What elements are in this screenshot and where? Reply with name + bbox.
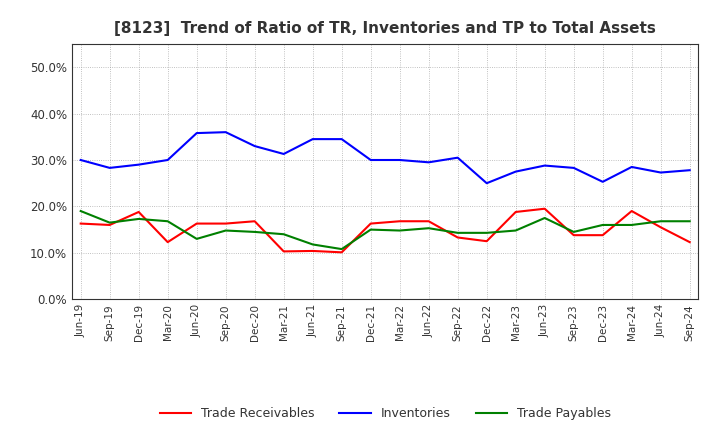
Trade Payables <box>135 216 143 222</box>
Trade Payables <box>454 230 462 235</box>
Inventories <box>105 165 114 171</box>
Inventories <box>657 170 665 175</box>
Trade Receivables <box>627 209 636 214</box>
Inventories <box>251 143 259 149</box>
Trade Receivables <box>685 239 694 245</box>
Trade Payables <box>163 219 172 224</box>
Trade Receivables <box>308 248 317 253</box>
Trade Payables <box>511 228 520 233</box>
Trade Payables <box>221 228 230 233</box>
Inventories <box>685 168 694 173</box>
Trade Payables <box>541 215 549 220</box>
Trade Receivables <box>76 221 85 226</box>
Trade Payables <box>366 227 375 232</box>
Trade Receivables <box>221 221 230 226</box>
Inventories <box>76 158 85 163</box>
Legend: Trade Receivables, Inventories, Trade Payables: Trade Receivables, Inventories, Trade Pa… <box>155 403 616 425</box>
Trade Receivables <box>251 219 259 224</box>
Inventories <box>454 155 462 160</box>
Trade Receivables <box>366 221 375 226</box>
Trade Receivables <box>454 235 462 240</box>
Trade Payables <box>685 219 694 224</box>
Inventories <box>541 163 549 168</box>
Trade Payables <box>627 222 636 227</box>
Inventories <box>482 180 491 186</box>
Inventories <box>308 136 317 142</box>
Inventories <box>366 158 375 163</box>
Inventories <box>221 129 230 135</box>
Trade Receivables <box>657 225 665 230</box>
Trade Payables <box>424 226 433 231</box>
Trade Receivables <box>570 232 578 238</box>
Trade Receivables <box>424 219 433 224</box>
Trade Receivables <box>192 221 201 226</box>
Trade Payables <box>308 242 317 247</box>
Line: Trade Payables: Trade Payables <box>81 211 690 249</box>
Inventories <box>163 158 172 163</box>
Inventories <box>570 165 578 171</box>
Trade Receivables <box>598 232 607 238</box>
Trade Payables <box>105 220 114 225</box>
Trade Payables <box>251 229 259 235</box>
Trade Receivables <box>338 249 346 255</box>
Trade Payables <box>279 231 288 237</box>
Inventories <box>279 151 288 157</box>
Trade Receivables <box>105 222 114 227</box>
Trade Receivables <box>482 238 491 244</box>
Trade Payables <box>598 222 607 227</box>
Inventories <box>135 162 143 167</box>
Trade Receivables <box>163 239 172 245</box>
Inventories <box>627 164 636 169</box>
Line: Trade Receivables: Trade Receivables <box>81 209 690 252</box>
Trade Receivables <box>395 219 404 224</box>
Inventories <box>338 136 346 142</box>
Trade Payables <box>192 236 201 242</box>
Trade Payables <box>76 209 85 214</box>
Trade Receivables <box>541 206 549 211</box>
Trade Payables <box>338 246 346 252</box>
Inventories <box>192 130 201 136</box>
Title: [8123]  Trend of Ratio of TR, Inventories and TP to Total Assets: [8123] Trend of Ratio of TR, Inventories… <box>114 21 656 36</box>
Trade Receivables <box>511 209 520 215</box>
Trade Receivables <box>135 209 143 215</box>
Inventories <box>511 169 520 174</box>
Line: Inventories: Inventories <box>81 132 690 183</box>
Trade Payables <box>395 228 404 233</box>
Inventories <box>395 158 404 163</box>
Inventories <box>424 160 433 165</box>
Trade Payables <box>657 219 665 224</box>
Trade Payables <box>482 230 491 235</box>
Trade Payables <box>570 229 578 235</box>
Trade Receivables <box>279 249 288 254</box>
Inventories <box>598 179 607 184</box>
